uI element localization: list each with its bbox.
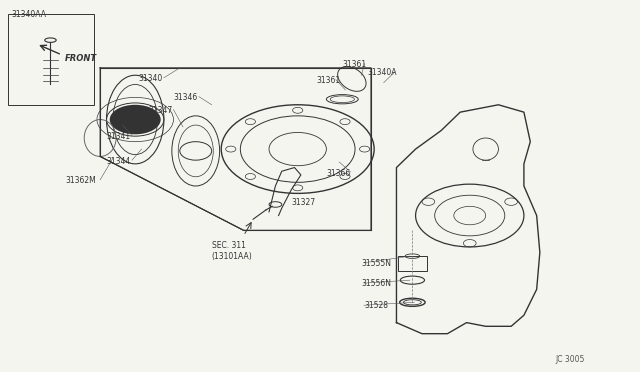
- Text: 31555N: 31555N: [362, 259, 392, 268]
- Text: 31366: 31366: [326, 169, 351, 177]
- Text: 31556N: 31556N: [362, 279, 392, 288]
- Text: FRONT: FRONT: [65, 54, 97, 63]
- Text: 31346: 31346: [173, 93, 198, 102]
- Text: 31528: 31528: [365, 301, 388, 311]
- Text: 31340A: 31340A: [368, 68, 397, 77]
- Bar: [8, 14, 94, 105]
- Text: (13101AA): (13101AA): [212, 251, 252, 261]
- Text: 31327: 31327: [291, 198, 316, 207]
- Text: JC 3005: JC 3005: [556, 355, 585, 364]
- Text: 31344: 31344: [106, 157, 131, 166]
- Text: 31341: 31341: [106, 132, 131, 141]
- Bar: [397, 256, 427, 271]
- Text: SEC. 311: SEC. 311: [212, 241, 246, 250]
- Circle shape: [109, 105, 161, 134]
- Text: 31340AA: 31340AA: [11, 10, 46, 19]
- Text: 31362M: 31362M: [65, 176, 96, 185]
- Text: 31347: 31347: [148, 106, 172, 115]
- Text: 31361: 31361: [317, 76, 341, 85]
- Text: 31361: 31361: [342, 60, 367, 69]
- Text: 31340: 31340: [138, 74, 163, 83]
